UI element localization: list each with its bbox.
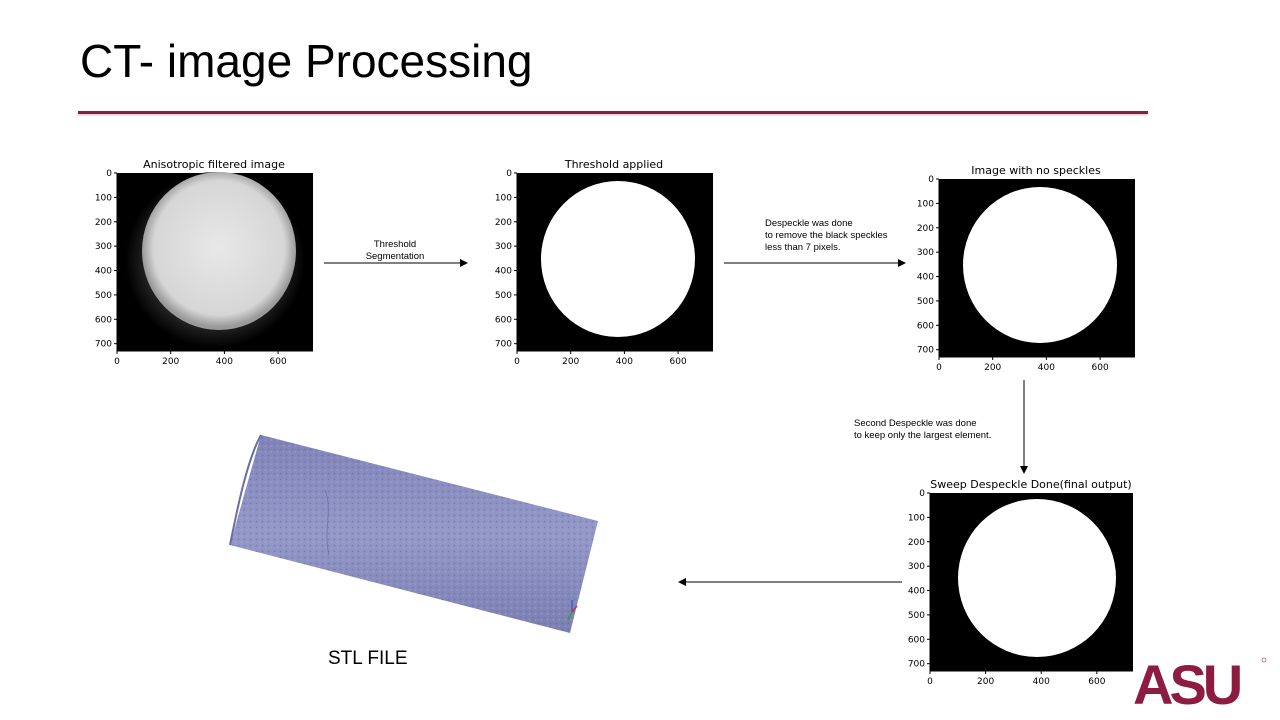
x-tick-label: 0 (114, 357, 120, 367)
y-tick-label: 300 (917, 248, 934, 258)
despeckle-caption: Despeckle was done to remove the black s… (765, 218, 888, 254)
y-tick-label: 600 (95, 315, 112, 325)
y-tick-label: 0 (106, 169, 112, 179)
y-tick-label: 300 (495, 242, 512, 252)
y-axis (116, 173, 313, 352)
y-tick-label: 300 (908, 562, 925, 572)
stl-file-label: STL FILE (328, 648, 408, 669)
binary-disk (963, 187, 1117, 343)
x-tick-label: 400 (1038, 363, 1055, 373)
x-tick-label: 200 (562, 357, 579, 367)
y-tick-label: 200 (908, 538, 925, 548)
y-tick-label: 200 (495, 218, 512, 228)
x-tick-label: 0 (514, 357, 520, 367)
caption-line: Second Despeckle was done (854, 418, 977, 429)
anisotropic-filtered-plot: Anisotropic filtered image 0 100 200 300 400… (90, 154, 330, 374)
plot-title: Image with no speckles (971, 164, 1101, 177)
y-tick-label: 400 (95, 267, 112, 277)
x-tick-label: 400 (1033, 677, 1050, 687)
arrow-despeckle (724, 259, 906, 267)
second-despeckle-caption: Second Despeckle was done to keep only t… (854, 418, 991, 442)
threshold-plot: Threshold applied 0 100 200 300 400 500 600 700… (490, 154, 730, 374)
y-tick-label: 500 (908, 611, 925, 621)
y-tick-label: 700 (917, 346, 934, 356)
caption-line: Threshold (373, 239, 417, 250)
y-tick-label: 100 (908, 513, 925, 523)
caption-line: to remove the black speckles (765, 230, 888, 241)
grayscale-disk (142, 172, 296, 330)
y-tick-label: 0 (506, 169, 512, 179)
x-tick-label: 200 (162, 357, 179, 367)
caption-line: Despeckle was done (765, 218, 853, 229)
y-tick-label: 500 (495, 291, 512, 301)
x-tick-label: 0 (936, 363, 942, 373)
binary-disk (958, 499, 1116, 657)
y-tick-label: 400 (917, 273, 934, 283)
y-tick-label: 300 (95, 242, 112, 252)
y-tick-label: 500 (95, 291, 112, 301)
y-axis (929, 493, 1133, 672)
final-output-plot: Sweep Despeckle Done(final output) 0 100 2… (903, 474, 1153, 694)
y-tick-label: 200 (917, 224, 934, 234)
y-tick-label: 0 (919, 489, 925, 499)
x-tick-label: 600 (670, 357, 687, 367)
x-tick-label: 600 (1092, 363, 1109, 373)
y-tick-label: 700 (95, 340, 112, 350)
no-speckles-plot: Image with no speckles 0 100 200 300 400 500 6… (912, 160, 1152, 380)
y-tick-label: 400 (908, 587, 925, 597)
y-axis (516, 173, 713, 352)
y-tick-label: 100 (917, 199, 934, 209)
x-tick-label: 400 (216, 357, 233, 367)
y-tick-label: 600 (917, 321, 934, 331)
arrow-to-stl (678, 578, 902, 586)
y-tick-label: 200 (95, 218, 112, 228)
caption-line: Segmentation (365, 251, 425, 262)
plot-title: Anisotropic filtered image (143, 158, 285, 171)
logo-text: ASU (1133, 654, 1241, 706)
y-tick-label: 700 (908, 660, 925, 670)
y-tick-label: 600 (908, 635, 925, 645)
x-tick-label: 200 (977, 677, 994, 687)
arrow-threshold (324, 259, 468, 267)
x-tick-label: 200 (984, 363, 1001, 373)
slide-title: CT- image Processing (80, 35, 533, 87)
x-tick-label: 600 (1088, 677, 1105, 687)
title-divider (78, 111, 1148, 114)
y-tick-label: 400 (495, 267, 512, 277)
plot-title: Threshold applied (564, 158, 663, 171)
x-tick-label: 600 (270, 357, 287, 367)
y-tick-label: 500 (917, 297, 934, 307)
asu-logo: ASU (1133, 654, 1267, 706)
y-tick-label: 600 (495, 315, 512, 325)
axis-indicator-icon (567, 600, 578, 621)
binary-disk (541, 181, 695, 337)
threshold-caption: Threshold Segmentation (340, 239, 450, 263)
y-axis (938, 179, 1135, 358)
y-tick-label: 700 (495, 340, 512, 350)
arrow-second-despeckle (1020, 380, 1028, 474)
y-tick-label: 0 (928, 175, 934, 185)
y-tick-label: 100 (495, 193, 512, 203)
caption-line: less than 7 pixels. (765, 242, 841, 253)
y-tick-label: 100 (95, 193, 112, 203)
stl-model-render (229, 434, 598, 633)
caption-line: to keep only the largest element. (854, 430, 992, 441)
plot-title: Sweep Despeckle Done(final output) (930, 478, 1131, 491)
x-tick-label: 400 (616, 357, 633, 367)
x-tick-label: 0 (927, 677, 933, 687)
